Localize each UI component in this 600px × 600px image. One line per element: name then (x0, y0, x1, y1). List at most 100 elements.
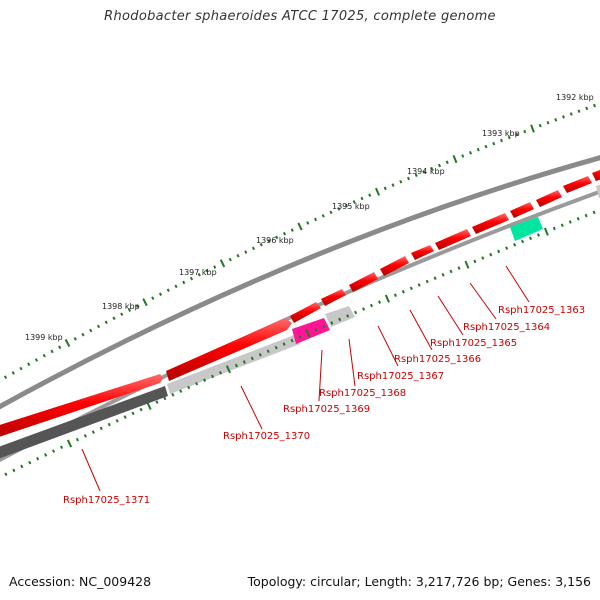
outer-minor-tick (58, 345, 62, 350)
inner-minor-tick (139, 407, 143, 412)
outer-minor-tick (251, 246, 256, 251)
inner-minor-tick (449, 269, 453, 274)
outer-minor-tick (492, 141, 496, 146)
leader-1367 (377, 325, 399, 367)
outer-minor-tick (104, 320, 108, 325)
accession-text: Accession: NC_009428 (9, 574, 152, 589)
leader-1370 (240, 385, 263, 430)
inner-minor-tick (91, 430, 95, 434)
outer-minor-tick (360, 196, 364, 201)
outer-minor-tick (476, 147, 480, 152)
outer-minor-tick (352, 200, 356, 204)
scale-label-1399: 1399 kbp (25, 333, 63, 342)
outer-minor-tick (391, 183, 395, 187)
outer-minor-tick (267, 239, 271, 243)
inner-major-tick (384, 294, 390, 303)
inner-minor-tick (36, 456, 40, 461)
outer-minor-tick (585, 106, 589, 111)
inner-minor-tick (338, 317, 342, 322)
outer-minor-tick (81, 332, 85, 337)
outer-minor-tick (34, 358, 39, 362)
scale-label-1396: 1396 kbp (256, 236, 294, 245)
inner-minor-tick (489, 252, 493, 257)
outer-minor-tick (135, 304, 139, 308)
leader-1364 (469, 282, 497, 320)
inner-minor-tick (433, 276, 437, 280)
outer-minor-tick (127, 308, 132, 312)
outer-minor-tick (461, 154, 465, 158)
leader-1371 (81, 448, 101, 492)
inner-minor-tick (354, 310, 358, 315)
inner-minor-tick (552, 226, 556, 231)
inner-major-tick (464, 260, 470, 269)
gene-label-1364: Rsph17025_1364 (463, 322, 550, 333)
gene-label-1370: Rsph17025_1370 (223, 431, 310, 442)
inner-minor-tick (560, 223, 564, 228)
outer-minor-tick (3, 375, 8, 379)
outer-minor-tick (500, 138, 503, 143)
inner-minor-tick (521, 239, 525, 244)
gene-forward-e (411, 245, 434, 260)
outer-minor-tick (96, 324, 101, 329)
inner-minor-tick (377, 300, 382, 304)
outer-minor-tick (406, 176, 411, 181)
outer-minor-tick (538, 123, 542, 128)
inner-minor-tick (131, 411, 135, 416)
outer-minor-tick (189, 276, 194, 281)
inner-minor-tick (409, 286, 413, 291)
inner-minor-tick (218, 371, 223, 375)
gene-label-1371: Rsph17025_1371 (63, 495, 150, 506)
inner-minor-tick (393, 293, 397, 297)
gene-reverse-edge (596, 184, 600, 198)
inner-major-tick (146, 401, 152, 410)
inner-minor-tick (4, 472, 8, 477)
outer-major-tick (452, 155, 458, 164)
outer-minor-tick (228, 257, 232, 262)
outer-minor-tick (569, 112, 573, 116)
inner-minor-tick (274, 345, 278, 350)
gene-leader-lines (81, 265, 530, 492)
outer-major-tick (297, 222, 303, 231)
leader-1363 (505, 265, 530, 303)
scale-label-1395: 1395 kbp (332, 202, 370, 211)
outer-minor-tick (414, 173, 418, 177)
inner-minor-tick (12, 468, 16, 473)
inner-minor-tick (330, 321, 334, 325)
outer-major-tick (142, 298, 148, 307)
outer-minor-tick (329, 210, 333, 215)
gene-forward-k (592, 169, 600, 181)
outer-scale-ticks (3, 103, 596, 379)
outer-major-tick (219, 259, 226, 268)
outer-minor-tick (120, 312, 124, 316)
gene-label-1369: Rsph17025_1369 (283, 404, 370, 415)
outer-minor-tick (554, 118, 558, 122)
page-title: Rhodobacter sphaeroides ATCC 17025, comp… (104, 9, 496, 24)
gene-labels: Rsph17025_1363 Rsph17025_1364 Rsph17025_… (63, 305, 585, 506)
inner-minor-tick (346, 314, 350, 318)
inner-minor-tick (298, 335, 302, 339)
inner-minor-tick (75, 437, 80, 442)
outer-minor-tick (546, 120, 550, 125)
gene-reverse-highlight (292, 318, 330, 344)
inner-minor-tick (44, 453, 48, 457)
outer-minor-tick (205, 269, 209, 273)
gene-forward-f (435, 229, 471, 250)
gene-reverse-light (167, 334, 300, 394)
inner-minor-tick (457, 266, 461, 270)
inner-minor-tick (115, 419, 119, 423)
inner-minor-tick (234, 363, 238, 368)
inner-minor-tick (179, 389, 183, 393)
outer-minor-tick (174, 284, 178, 289)
outer-minor-tick (236, 253, 240, 258)
outer-minor-tick (562, 115, 565, 119)
outer-minor-tick (337, 207, 341, 211)
outer-minor-tick (484, 144, 488, 149)
inner-minor-tick (250, 356, 254, 361)
gene-forward-long (166, 318, 292, 381)
outer-minor-tick (19, 366, 23, 371)
inner-major-tick (66, 439, 73, 448)
inner-minor-tick (28, 460, 32, 465)
outer-minor-tick (275, 235, 279, 240)
outer-minor-tick (313, 217, 318, 222)
inner-major-tick (543, 227, 549, 236)
